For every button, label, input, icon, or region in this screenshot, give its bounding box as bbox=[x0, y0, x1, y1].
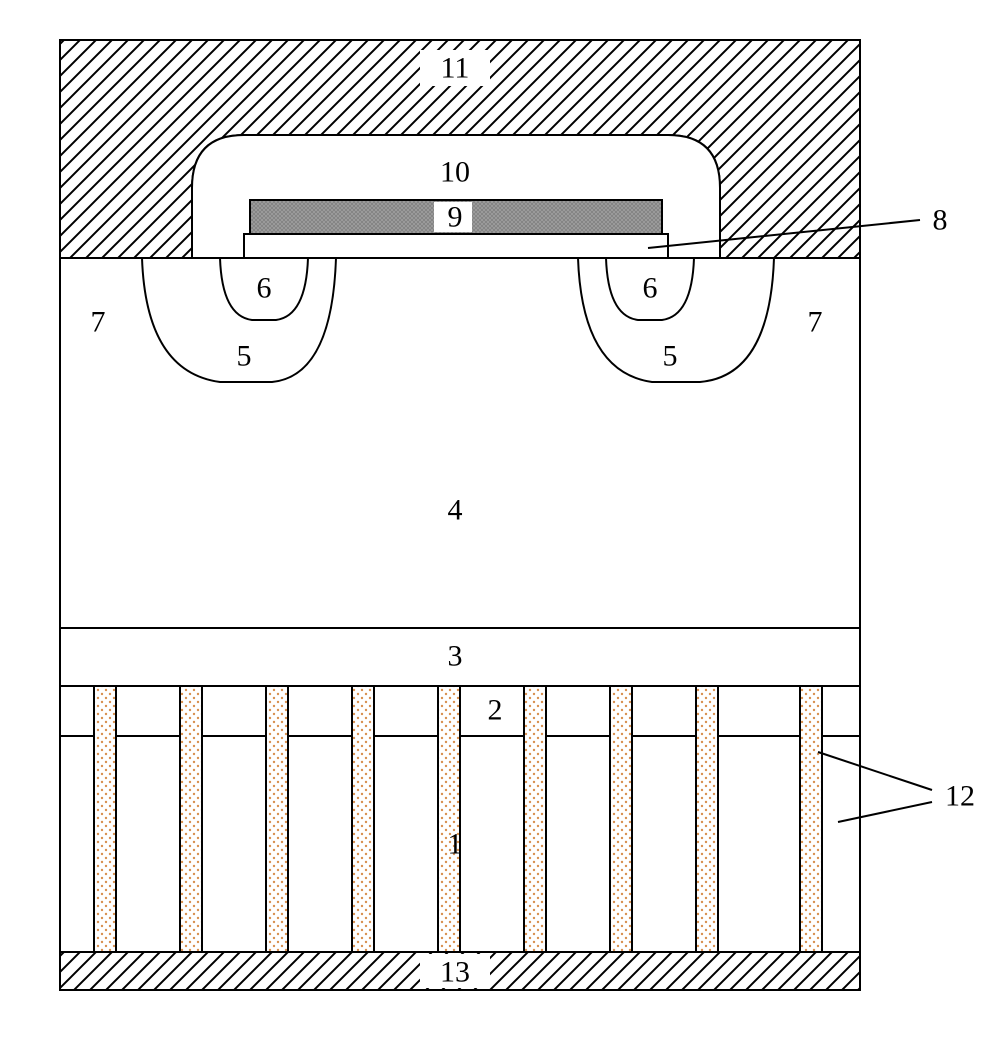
label-8: 8 bbox=[933, 204, 948, 237]
label-12: 12 bbox=[945, 780, 975, 813]
label-1: 1 bbox=[448, 828, 463, 861]
semiconductor-cross-section-diagram: 11 10 9 8 6 6 5 5 7 7 4 3 2 1 12 13 bbox=[20, 20, 989, 1020]
label-4: 4 bbox=[448, 494, 463, 527]
label-9: 9 bbox=[448, 201, 463, 234]
label-3: 3 bbox=[448, 640, 463, 673]
label-2: 2 bbox=[488, 694, 503, 727]
label-11: 11 bbox=[441, 52, 470, 85]
label-5-left: 5 bbox=[237, 340, 252, 373]
region-8-gate-oxide bbox=[244, 234, 668, 258]
label-7-right: 7 bbox=[808, 306, 823, 339]
label-6-right: 6 bbox=[643, 272, 658, 305]
label-6-left: 6 bbox=[257, 272, 272, 305]
label-5-right: 5 bbox=[663, 340, 678, 373]
label-7-left: 7 bbox=[91, 306, 106, 339]
label-13: 13 bbox=[440, 956, 470, 989]
label-10: 10 bbox=[440, 156, 470, 189]
diagram-svg: 11 10 9 8 6 6 5 5 7 7 4 3 2 1 12 13 bbox=[20, 20, 989, 1020]
